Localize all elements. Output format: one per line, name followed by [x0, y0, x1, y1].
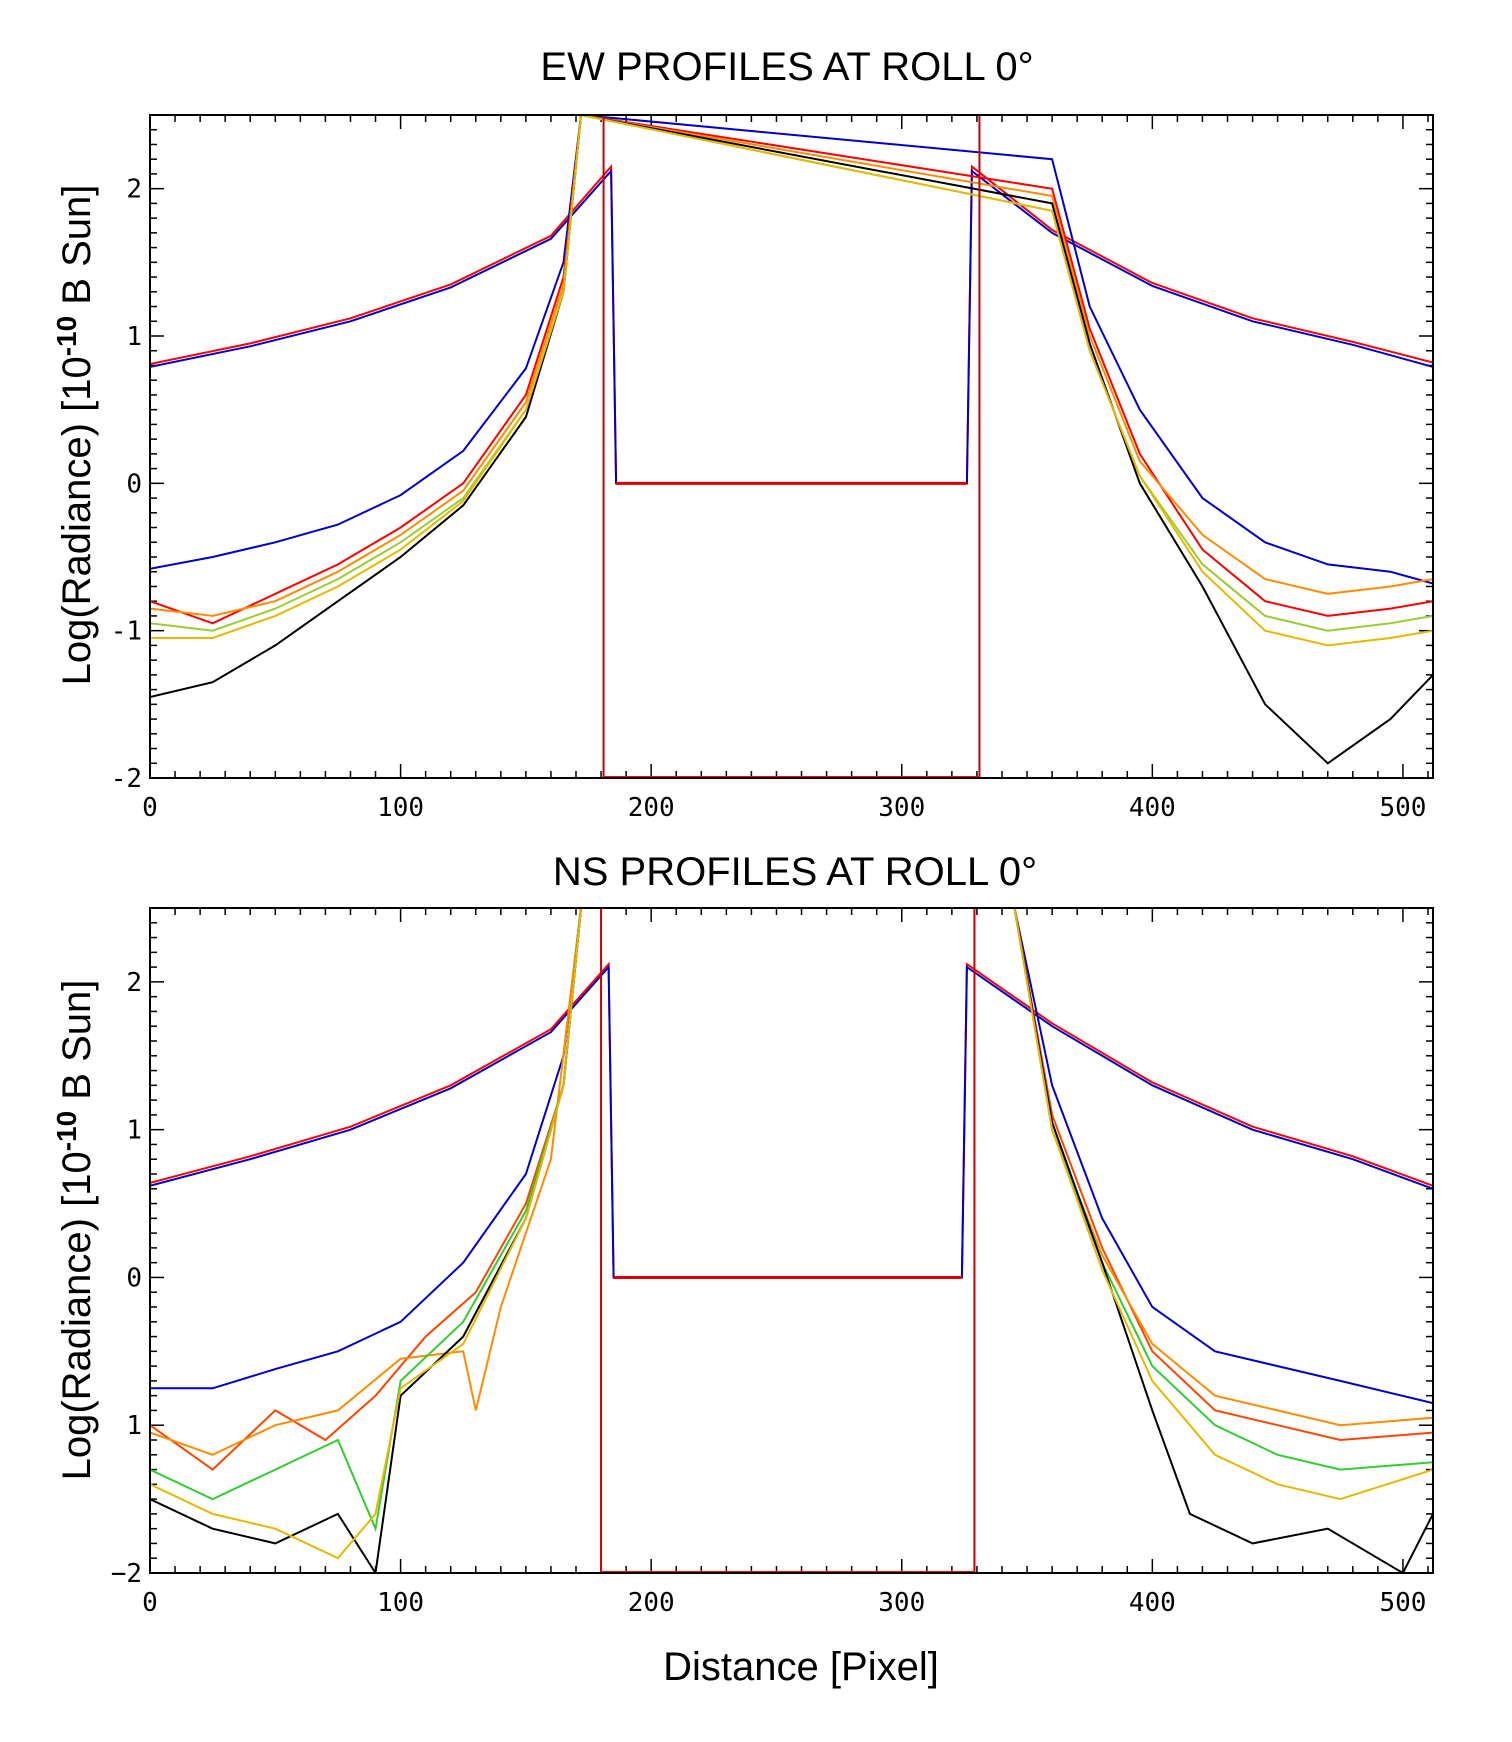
- ns-series-line-2: [150, 908, 1433, 1405]
- ew-x-tick-label: 300: [878, 793, 925, 823]
- ns-y-tick-label: 1: [126, 1411, 142, 1441]
- ns-panel-title: NS PROFILES AT ROLL 0°: [553, 850, 1037, 894]
- ns-x-tick-label: 200: [628, 1588, 675, 1618]
- ns-y-axis-label-main: Log(Radiance) [10: [55, 1151, 99, 1480]
- ew-x-tick-label: 100: [377, 793, 424, 823]
- ns-y-tick-label: 2: [126, 968, 142, 998]
- ns-x-tick-label: 300: [878, 1588, 925, 1618]
- ns-profiles-panel: NS PROFILES AT ROLL 0° Log(Radiance) [10…: [51, 850, 1434, 1689]
- ew-plot-frame: [149, 114, 1434, 779]
- ew-y-axis-label-unit: B Sun]: [55, 185, 99, 316]
- ns-series-line-6: [150, 908, 1433, 1573]
- ew-y-tick-label: -2: [111, 764, 142, 794]
- ns-plot-area: 0 100 200 300 400 500 −2 1 0 1 2: [111, 907, 1434, 1618]
- ew-x-tick-label: 500: [1379, 793, 1426, 823]
- ew-series-line-5: [150, 115, 1433, 632]
- ns-x-axis-label: Distance [Pixel]: [663, 1645, 939, 1689]
- ew-y-tick-label: -1: [111, 617, 142, 647]
- ew-y-axis-label: Log(Radiance) [10-10 B Sun]: [51, 185, 99, 686]
- ns-y-axis-label: Log(Radiance) [10-10 B Sun]: [51, 980, 99, 1481]
- ns-y-tick-label: 0: [126, 1263, 142, 1293]
- ns-plot-frame: [149, 907, 1434, 1574]
- ew-panel-title: EW PROFILES AT ROLL 0°: [540, 45, 1033, 89]
- ew-series-line-3: [150, 115, 1433, 625]
- ew-series-line-7: [150, 115, 1433, 647]
- ew-series-line-6: [150, 115, 1433, 765]
- ns-series-group: [150, 908, 1433, 1573]
- ew-y-tick-label: 1: [126, 322, 142, 352]
- ns-y-axis-label-unit: B Sun]: [55, 980, 99, 1111]
- ew-x-tick-label: 400: [1129, 793, 1176, 823]
- ns-x-tick-label: 500: [1379, 1588, 1426, 1618]
- ew-y-axis-label-exponent: -10: [51, 316, 82, 356]
- ns-y-axis-label-exponent: -10: [51, 1111, 82, 1151]
- ns-x-tick-label: 0: [142, 1588, 158, 1618]
- ns-series-line-4: [150, 908, 1433, 1456]
- ns-x-tick-label: 400: [1129, 1588, 1176, 1618]
- ns-y-tick-label: −2: [111, 1559, 142, 1589]
- ew-y-tick-label: 0: [126, 469, 142, 499]
- ns-series-line-7: [150, 908, 1433, 1560]
- ns-y-tick-label: 1: [126, 1116, 142, 1146]
- ew-plot-area: 0 100 200 300 400 500 -2 -1 0 1 2: [111, 114, 1434, 823]
- ew-series-line-4: [150, 115, 1433, 617]
- ns-x-tick-label: 100: [377, 1588, 424, 1618]
- ew-x-tick-label: 0: [142, 793, 158, 823]
- ew-y-tick-label: 2: [126, 175, 142, 205]
- ew-profiles-panel: EW PROFILES AT ROLL 0° Log(Radiance) [10…: [51, 45, 1434, 823]
- ew-x-tick-label: 200: [628, 793, 675, 823]
- ew-y-axis-label-main: Log(Radiance) [10: [55, 356, 99, 685]
- ew-series-line-2: [150, 115, 1433, 585]
